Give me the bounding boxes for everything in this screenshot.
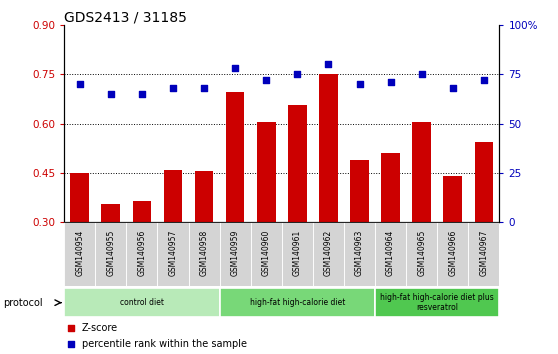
Bar <box>444 176 462 321</box>
Point <box>417 71 426 77</box>
Bar <box>70 173 89 321</box>
Point <box>479 77 488 83</box>
Bar <box>437 222 468 286</box>
Text: GSM140960: GSM140960 <box>262 230 271 276</box>
Text: percentile rank within the sample: percentile rank within the sample <box>81 339 247 349</box>
Point <box>66 325 75 331</box>
Bar <box>288 105 307 321</box>
Point <box>293 71 302 77</box>
Point <box>200 85 209 91</box>
Bar <box>375 288 499 317</box>
Text: GSM140966: GSM140966 <box>448 230 457 276</box>
Text: GSM140967: GSM140967 <box>479 230 488 276</box>
Bar <box>474 142 493 321</box>
Bar <box>157 222 189 286</box>
Bar <box>163 170 182 321</box>
Bar <box>344 222 375 286</box>
Point <box>262 77 271 83</box>
Bar <box>350 160 369 321</box>
Text: GSM140961: GSM140961 <box>293 230 302 276</box>
Point <box>75 81 84 87</box>
Bar <box>189 222 220 286</box>
Text: GDS2413 / 31185: GDS2413 / 31185 <box>64 11 187 25</box>
Bar <box>64 288 220 317</box>
Point <box>66 341 75 347</box>
Bar <box>375 222 406 286</box>
Bar <box>468 222 499 286</box>
Text: control diet: control diet <box>120 298 164 307</box>
Bar <box>412 122 431 321</box>
Bar <box>257 122 276 321</box>
Bar <box>220 288 375 317</box>
Bar <box>251 222 282 286</box>
Bar <box>102 204 120 321</box>
Text: protocol: protocol <box>3 298 42 308</box>
Text: GSM140959: GSM140959 <box>230 230 239 276</box>
Point <box>169 85 177 91</box>
Text: GSM140955: GSM140955 <box>107 230 116 276</box>
Bar <box>319 74 338 321</box>
Point <box>448 85 457 91</box>
Text: GSM140956: GSM140956 <box>137 230 146 276</box>
Bar <box>313 222 344 286</box>
Bar <box>226 92 244 321</box>
Text: GSM140964: GSM140964 <box>386 230 395 276</box>
Text: GSM140957: GSM140957 <box>169 230 177 276</box>
Bar <box>406 222 437 286</box>
Bar <box>133 201 151 321</box>
Text: GSM140954: GSM140954 <box>75 230 84 276</box>
Point <box>355 81 364 87</box>
Text: high-fat high-calorie diet: high-fat high-calorie diet <box>249 298 345 307</box>
Point <box>386 79 395 85</box>
Bar <box>282 222 313 286</box>
Bar <box>95 222 126 286</box>
Text: GSM140963: GSM140963 <box>355 230 364 276</box>
Text: GSM140965: GSM140965 <box>417 230 426 276</box>
Point <box>107 91 116 97</box>
Bar <box>220 222 251 286</box>
Bar <box>126 222 157 286</box>
Point <box>137 91 146 97</box>
Point <box>324 62 333 67</box>
Text: GSM140958: GSM140958 <box>200 230 209 276</box>
Bar <box>64 222 95 286</box>
Text: GSM140962: GSM140962 <box>324 230 333 276</box>
Point <box>230 65 239 71</box>
Bar <box>195 171 213 321</box>
Text: high-fat high-calorie diet plus
resveratrol: high-fat high-calorie diet plus resverat… <box>381 293 494 312</box>
Bar <box>381 153 400 321</box>
Text: Z-score: Z-score <box>81 323 118 333</box>
